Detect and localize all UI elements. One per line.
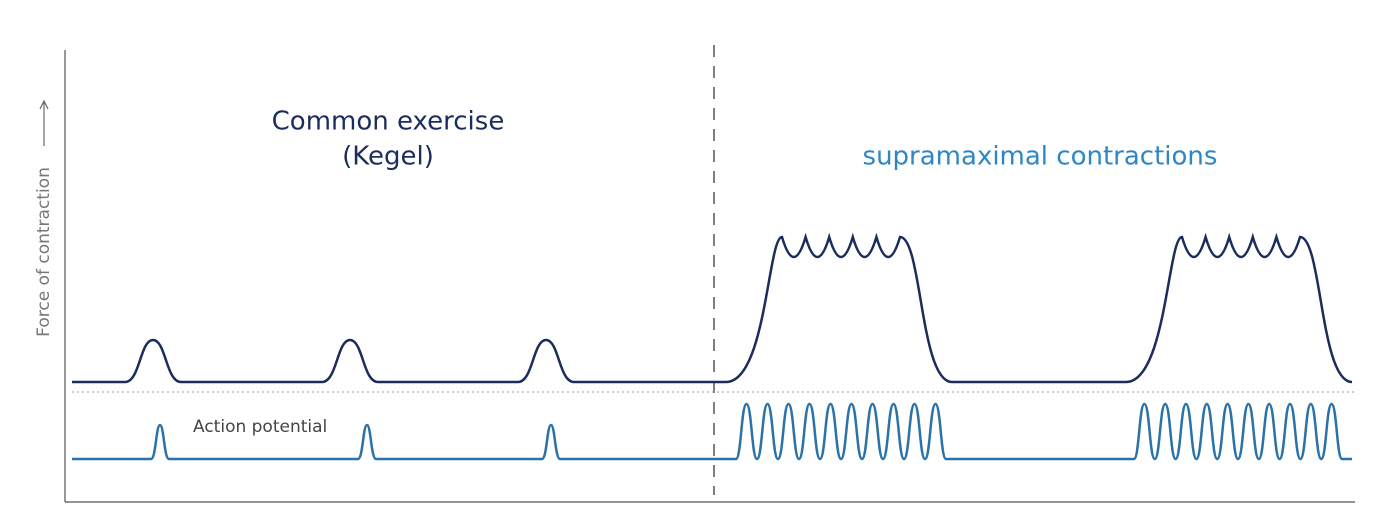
y-axis-label: Force of contraction: [34, 167, 54, 337]
heading-right: supramaximal contractions: [863, 142, 1218, 172]
heading-left-line1: Common exercise: [272, 107, 505, 137]
action-potential-trace: [72, 402, 1352, 461]
heading-left-line2: (Kegel): [342, 142, 434, 172]
force-trace: [72, 232, 1353, 384]
trace-label: Action potential: [193, 417, 327, 437]
y-axis-arrow: [39, 99, 49, 146]
